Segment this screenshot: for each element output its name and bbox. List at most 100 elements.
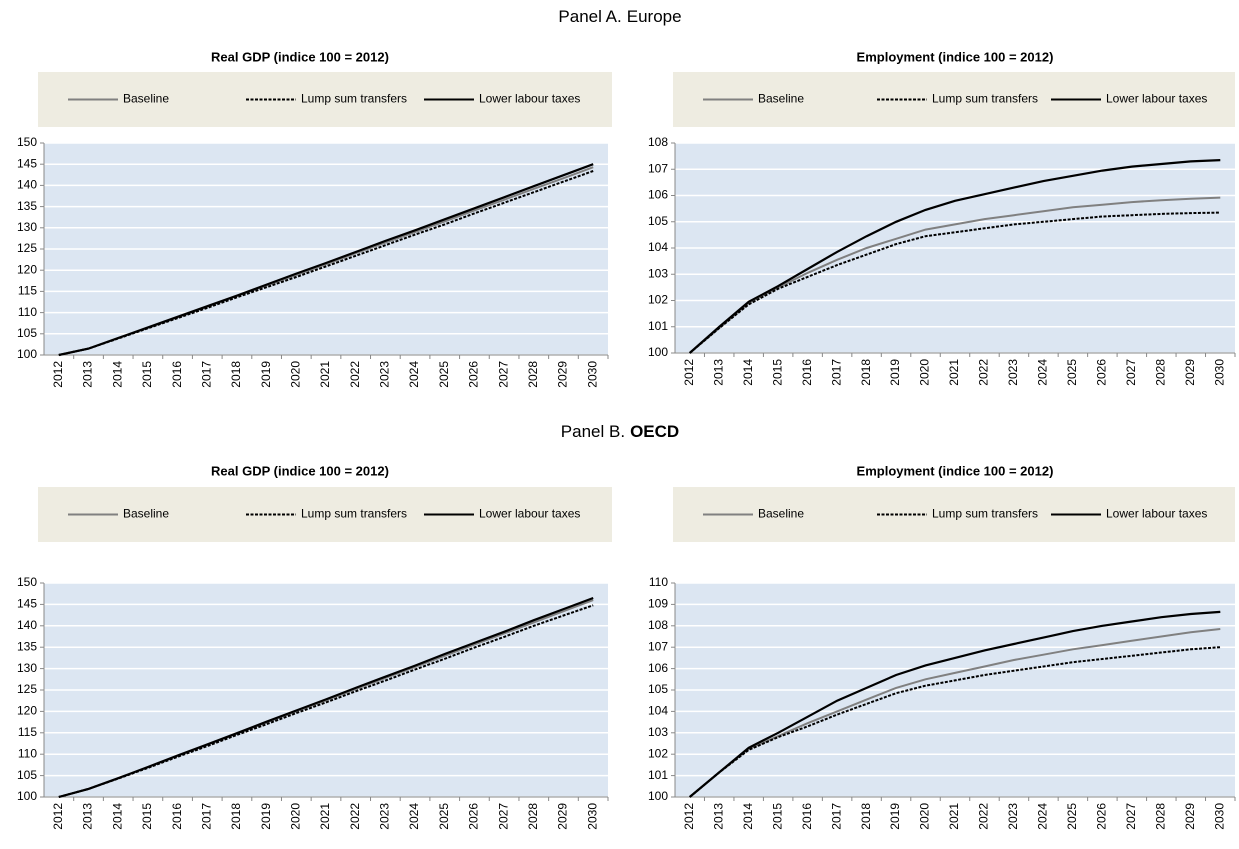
y-tick-label: 125 <box>17 241 37 255</box>
x-tick-label: 2024 <box>407 361 421 388</box>
x-tick-label: 2029 <box>1183 803 1197 830</box>
x-tick-label: 2012 <box>51 361 65 388</box>
x-tick-label: 2025 <box>437 361 451 388</box>
x-tick-label: 2018 <box>859 359 873 386</box>
x-tick-label: 2024 <box>1036 359 1050 386</box>
x-tick-label: 2030 <box>1212 359 1226 386</box>
legend-label: Lower labour taxes <box>479 507 580 521</box>
x-tick-label: 2019 <box>259 361 273 388</box>
x-tick-label: 2027 <box>1124 359 1138 386</box>
legend-box <box>673 487 1235 542</box>
y-tick-label: 120 <box>17 262 37 276</box>
y-tick-label: 100 <box>17 789 37 803</box>
x-tick-label: 2021 <box>947 803 961 830</box>
y-tick-label: 150 <box>17 575 37 589</box>
x-tick-label: 2016 <box>170 803 184 830</box>
x-tick-label: 2027 <box>1124 803 1138 830</box>
y-tick-label: 101 <box>648 319 668 333</box>
y-tick-label: 110 <box>18 746 37 760</box>
y-tick-label: 115 <box>18 725 37 739</box>
x-tick-label: 2030 <box>1212 803 1226 830</box>
x-tick-label: 2030 <box>585 803 599 830</box>
panel-name: OECD <box>630 422 679 441</box>
x-tick-label: 2015 <box>140 803 154 830</box>
y-tick-label: 135 <box>17 199 37 213</box>
y-tick-label: 105 <box>648 682 668 696</box>
y-tick-label: 104 <box>648 240 668 254</box>
y-tick-label: 140 <box>17 618 37 632</box>
x-tick-label: 2014 <box>741 803 755 830</box>
x-tick-label: 2016 <box>170 361 184 388</box>
x-tick-label: 2017 <box>199 361 213 388</box>
x-tick-label: 2028 <box>1153 359 1167 386</box>
y-tick-label: 108 <box>648 135 668 149</box>
legend-label: Lump sum transfers <box>301 92 407 106</box>
y-tick-label: 135 <box>17 639 37 653</box>
series-line <box>689 211 1221 354</box>
x-tick-label: 2018 <box>859 803 873 830</box>
y-tick-label: 145 <box>17 597 37 611</box>
y-tick-label: 106 <box>648 661 668 675</box>
y-tick-label: 104 <box>648 704 668 718</box>
y-tick-label: 103 <box>648 725 668 739</box>
x-tick-label: 2015 <box>140 361 154 388</box>
series-line <box>688 159 1221 354</box>
y-tick-label: 130 <box>17 661 37 675</box>
y-tick-label: 130 <box>17 220 37 234</box>
y-tick-label: 110 <box>18 305 37 319</box>
x-tick-label: 2016 <box>800 359 814 386</box>
x-tick-label: 2029 <box>556 803 570 830</box>
x-tick-label: 2021 <box>318 361 332 388</box>
x-tick-label: 2026 <box>467 361 481 388</box>
x-tick-label: 2029 <box>556 361 570 388</box>
legend-label: Lump sum transfers <box>301 507 407 521</box>
x-tick-label: 2030 <box>585 361 599 388</box>
legend-label: Lower labour taxes <box>1106 92 1207 106</box>
legend-label: Lump sum transfers <box>932 507 1038 521</box>
x-tick-label: 2013 <box>711 359 725 386</box>
y-tick-label: 103 <box>648 266 668 280</box>
x-tick-label: 2014 <box>110 361 124 388</box>
x-tick-label: 2022 <box>977 803 991 830</box>
legend-label: Baseline <box>123 92 169 106</box>
series-line <box>688 610 1221 798</box>
x-tick-label: 2022 <box>348 361 362 388</box>
y-tick-label: 101 <box>648 768 668 782</box>
y-tick-label: 115 <box>18 284 37 298</box>
x-tick-label: 2020 <box>918 803 932 830</box>
legend-box <box>38 487 612 542</box>
x-tick-label: 2025 <box>1065 803 1079 830</box>
x-tick-label: 2012 <box>682 359 696 386</box>
x-tick-label: 2020 <box>288 803 302 830</box>
legend-label: Lump sum transfers <box>932 92 1038 106</box>
x-tick-label: 2012 <box>51 803 65 830</box>
panel-title: Panel A. Europe <box>558 7 681 26</box>
series-line <box>58 596 594 799</box>
x-tick-label: 2014 <box>110 803 124 830</box>
x-tick-label: 2027 <box>496 361 510 388</box>
series-line <box>58 604 594 798</box>
y-tick-label: 102 <box>648 746 668 760</box>
y-tick-label: 110 <box>649 575 668 589</box>
x-tick-label: 2027 <box>496 803 510 830</box>
y-tick-label: 107 <box>648 639 668 653</box>
x-tick-label: 2020 <box>918 359 932 386</box>
x-tick-label: 2018 <box>229 361 243 388</box>
panel-label: Panel B. <box>561 422 625 441</box>
legend-box <box>673 72 1235 127</box>
y-tick-label: 102 <box>648 293 668 307</box>
legend-label: Baseline <box>758 92 804 106</box>
y-tick-label: 106 <box>648 188 668 202</box>
x-tick-label: 2025 <box>437 803 451 830</box>
x-tick-label: 2017 <box>199 803 213 830</box>
x-tick-label: 2023 <box>378 803 392 830</box>
x-tick-label: 2023 <box>1006 803 1020 830</box>
x-tick-label: 2019 <box>888 803 902 830</box>
legend-label: Baseline <box>123 507 169 521</box>
x-tick-label: 2013 <box>81 803 95 830</box>
y-tick-label: 105 <box>17 326 37 340</box>
legend-label: Lower labour taxes <box>479 92 580 106</box>
series-line <box>58 163 594 357</box>
chart-title: Employment (indice 100 = 2012) <box>857 49 1054 64</box>
y-tick-label: 109 <box>648 597 668 611</box>
